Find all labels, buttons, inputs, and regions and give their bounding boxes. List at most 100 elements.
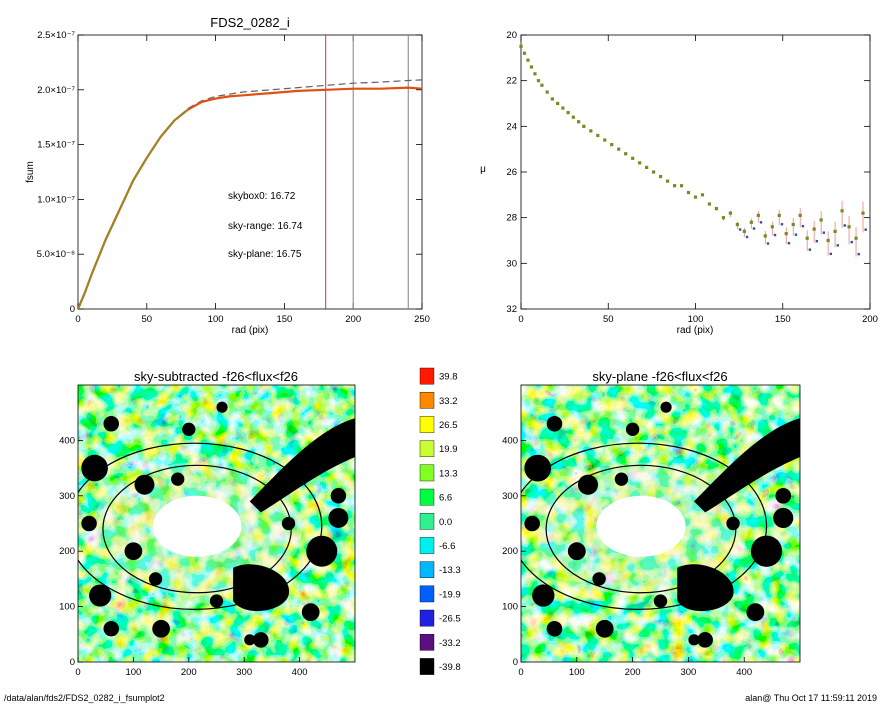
colorbar-label: -26.5 xyxy=(439,614,461,625)
mu-point xyxy=(529,65,534,69)
mu-point xyxy=(665,179,670,183)
fsum-vlines xyxy=(325,35,409,309)
image-xtick-label: 0 xyxy=(75,667,80,678)
fsum-plot: FDS2_0282_i 0 50 100 150 200 250 0 5.0×10⁻⁸ 1.0×… xyxy=(25,15,430,336)
mu-point xyxy=(561,106,565,110)
mu-point-alt xyxy=(801,224,805,228)
mu-point xyxy=(576,120,581,124)
mask-star xyxy=(625,422,640,437)
image-xtick-label: 0 xyxy=(518,667,523,678)
mask-star xyxy=(134,474,155,495)
mask-star xyxy=(89,584,112,607)
colorbar-label: 26.5 xyxy=(439,420,458,431)
mu-point xyxy=(556,101,560,106)
mask-large-upper xyxy=(693,418,800,513)
colorbar-swatch xyxy=(419,440,435,458)
mu-point xyxy=(833,229,837,233)
mu-point xyxy=(721,216,726,220)
mu-point xyxy=(571,115,575,119)
colorbar-swatch xyxy=(419,609,435,627)
mu-point-alt xyxy=(766,242,770,245)
mu-point xyxy=(645,165,649,170)
mu-point xyxy=(652,170,656,174)
mu-xtick-label: 150 xyxy=(775,314,791,325)
mu-point xyxy=(707,202,712,206)
mask-star xyxy=(301,603,320,622)
colorbar-label: 39.8 xyxy=(439,372,458,383)
mask-star xyxy=(653,594,668,608)
mu-point xyxy=(659,174,663,179)
image-xtick-label: 200 xyxy=(181,667,197,678)
mu-point xyxy=(686,190,691,195)
mu-xtick-label: 200 xyxy=(862,314,878,325)
image-ytick-label: 300 xyxy=(59,491,75,502)
mu-point-alt xyxy=(787,241,791,245)
colorbar-label: -6.6 xyxy=(439,541,455,552)
image-xtick-label: 400 xyxy=(736,667,752,678)
mask-star xyxy=(532,584,555,607)
mu-point xyxy=(840,209,844,213)
fsum-ytick-label: 1.5×10⁻⁷ xyxy=(37,140,75,151)
mask-star xyxy=(595,619,614,638)
mu-point xyxy=(693,195,698,199)
mu-point xyxy=(770,225,774,229)
mask-star xyxy=(216,401,228,413)
mu-point-alt xyxy=(794,233,798,236)
sky-subtracted-ticks: 0 100 200 300 400 0 100 200 300 400 xyxy=(59,435,307,678)
colorbar-swatch xyxy=(419,537,435,554)
image-xtick-label: 200 xyxy=(625,667,641,678)
colorbar-swatch xyxy=(419,367,435,385)
fsum-xlabel: rad (pix) xyxy=(232,325,269,336)
mask-large-upper xyxy=(249,418,355,513)
sky-plane-title: sky-plane -f26<flux<f26 xyxy=(592,369,727,384)
mu-point xyxy=(589,129,593,133)
fsum-series-line xyxy=(78,109,189,309)
galaxy-core xyxy=(596,495,686,557)
image-ytick-label: 400 xyxy=(502,435,518,446)
mu-point-alt xyxy=(808,248,812,251)
mu-point xyxy=(826,238,830,243)
mu-point-alt xyxy=(850,240,853,244)
mask-star xyxy=(244,634,256,646)
image-ytick-label: 200 xyxy=(502,546,518,557)
mu-point xyxy=(805,236,809,240)
image-ytick-label: 0 xyxy=(70,657,75,668)
mu-point xyxy=(603,138,607,142)
image-xtick-label: 300 xyxy=(236,667,252,678)
colorbar-label: -33.2 xyxy=(439,638,461,649)
mu-ytick-label: 32 xyxy=(506,304,517,315)
mu-ytick-label: 22 xyxy=(506,76,517,87)
mask-star xyxy=(726,516,740,531)
mask-large-lower xyxy=(233,564,290,612)
mu-ytick-label: 30 xyxy=(506,258,517,269)
image-ytick-label: 400 xyxy=(59,435,75,446)
mu-point xyxy=(798,213,802,217)
mu-ytick-label: 26 xyxy=(506,167,517,178)
mu-ytick-label: 24 xyxy=(506,121,517,132)
mu-point-alt xyxy=(745,235,749,239)
mask-star xyxy=(524,515,540,532)
colorbar-label: 6.6 xyxy=(439,493,452,504)
fsum-xtick-label: 0 xyxy=(75,314,80,325)
mu-point xyxy=(566,111,570,115)
colorbar-swatch xyxy=(419,658,435,675)
sky-plane-ticks: 0 100 200 300 400 0 100 200 300 400 xyxy=(502,435,752,678)
mu-ytick-label: 28 xyxy=(506,213,517,224)
mu-xtick-label: 100 xyxy=(688,314,704,325)
annotation-skybox0: skybox0: 16.72 xyxy=(228,191,296,202)
mu-point xyxy=(550,97,555,101)
fsum-ytick-label: 0 xyxy=(70,304,75,315)
fsum-ylabel: fsum xyxy=(25,161,36,183)
fsum-ytick-label: 2.0×10⁻⁷ xyxy=(37,85,75,96)
colorbar-swatch xyxy=(419,392,435,409)
colorbar-label: -13.3 xyxy=(439,565,461,576)
colorbar-label: 33.2 xyxy=(439,396,458,407)
mask-star xyxy=(103,416,119,432)
mask-star xyxy=(614,472,629,486)
mu-point-alt xyxy=(822,231,826,234)
mu-point xyxy=(522,51,527,55)
colorbar-swatch xyxy=(419,464,435,482)
mask-large-lower xyxy=(677,564,734,612)
fsum-plot-frame xyxy=(77,34,423,310)
